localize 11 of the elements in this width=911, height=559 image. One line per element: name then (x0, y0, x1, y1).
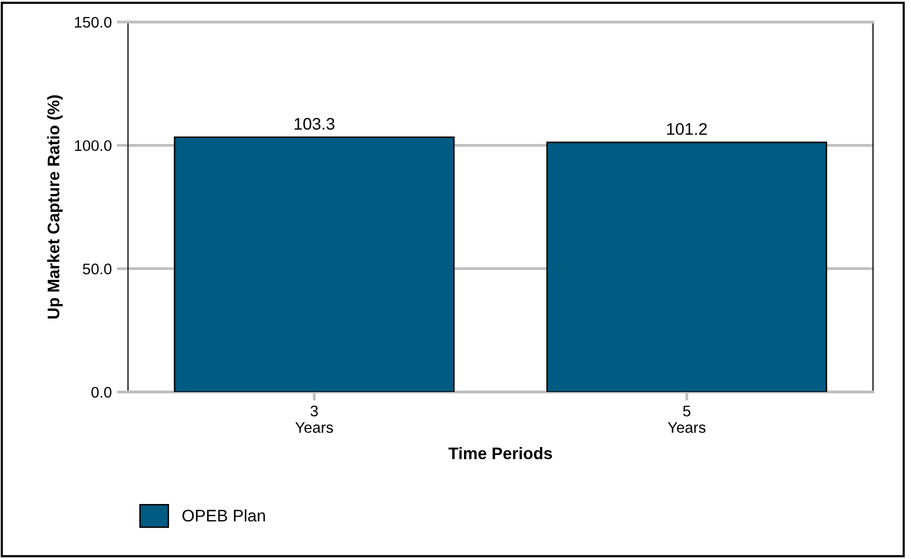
x-tick-label: 3 Years (295, 406, 333, 433)
y-tick-label: 150.0 (74, 16, 112, 28)
data-label: 101.2 (667, 123, 707, 135)
y-tick-label: 50.0 (82, 264, 112, 274)
y-axis-title: Up Market Capture Ratio (%) (47, 95, 63, 319)
x-tick-label: 5 Years (668, 406, 706, 433)
legend-label: OPEB Plan (182, 509, 265, 522)
y-tick-label: 100.0 (74, 140, 112, 152)
y-tick-label: 0.0 (91, 386, 112, 398)
data-label: 103.3 (294, 118, 334, 130)
x-axis-title: Time Periods (448, 447, 552, 460)
